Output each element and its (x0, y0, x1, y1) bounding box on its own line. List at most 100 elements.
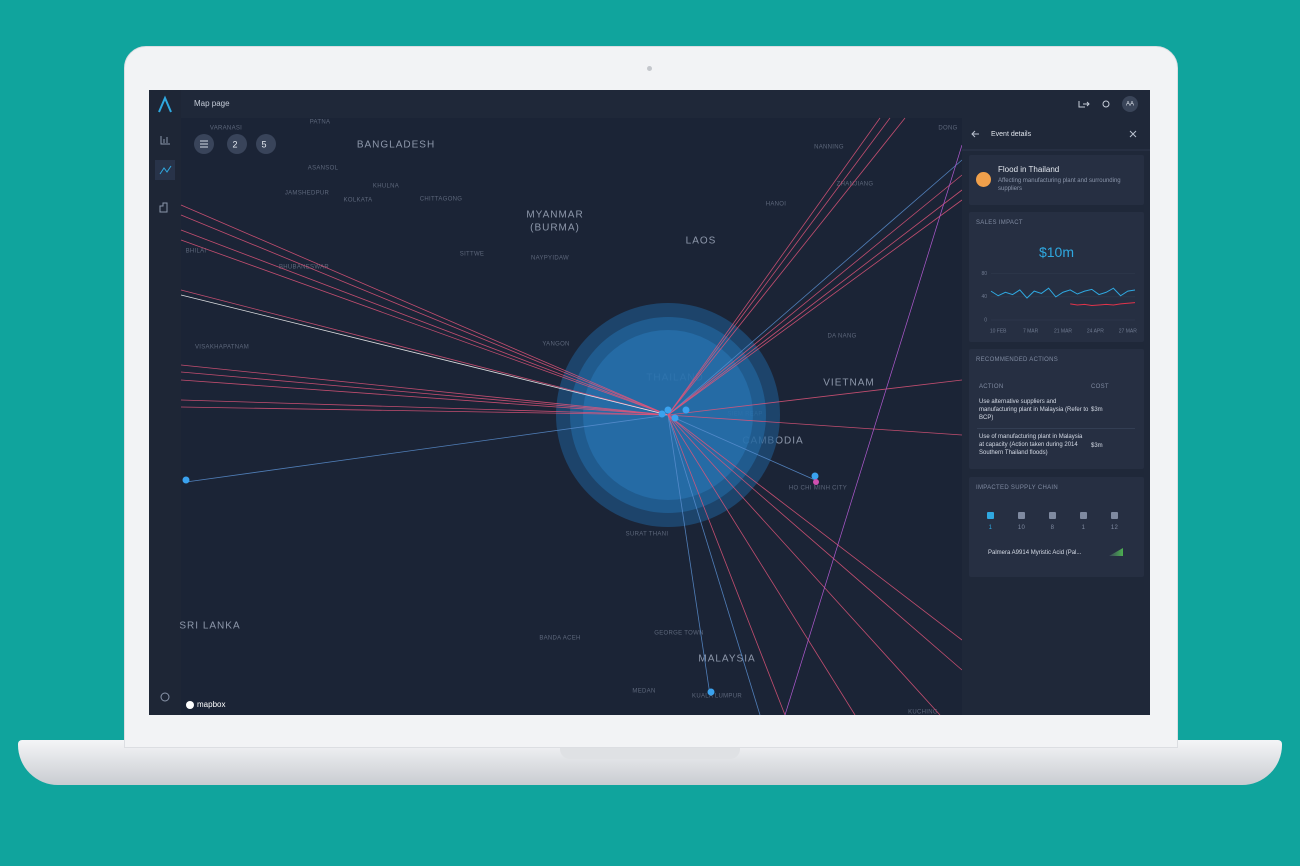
control[interactable] (256, 134, 276, 154)
supply-card: IMPACTED SUPPLY CHAIN 1 10 8 1 12 Palmera A9… (969, 477, 1144, 577)
actions-heading: RECOMMENDED ACTIONS (976, 357, 1059, 363)
control-count: 5 (261, 139, 266, 149)
supply-item[interactable]: Palmera A9914 Myristic Acid (Pal... (988, 550, 1082, 556)
camera (647, 66, 652, 71)
signal (1109, 548, 1123, 556)
control-icon (200, 140, 208, 148)
map-label: ASANSOL (308, 166, 339, 172)
sales-card: SALES IMPACT $10m 0 40 80 10 FEB 7 MAR 21 MAR… (969, 212, 1144, 342)
site (182, 476, 190, 484)
top-icons[interactable] (1078, 100, 1110, 108)
route (180, 294, 669, 416)
site (671, 414, 679, 422)
map-label: BANGLADESH (357, 140, 435, 151)
route (185, 414, 669, 483)
line-series (990, 287, 1136, 299)
avatar[interactable] (1122, 96, 1138, 112)
site (707, 688, 715, 696)
route (667, 117, 906, 416)
map-label: SURAT THANI (626, 532, 669, 538)
route (667, 414, 856, 715)
route (667, 414, 761, 715)
laptop-notch (560, 745, 740, 759)
supply-icon[interactable] (1049, 512, 1056, 519)
supply-icon[interactable] (1080, 512, 1087, 519)
route (784, 144, 963, 715)
route (667, 414, 786, 715)
route (667, 159, 963, 416)
sales-heading: SALES IMPACT (976, 220, 1023, 226)
action-cost: $3m (1091, 443, 1103, 449)
page-title: Map page (194, 99, 230, 108)
site (658, 410, 666, 418)
route (180, 371, 669, 416)
supply-icon[interactable] (1111, 512, 1118, 519)
x-tick-label: 24 APR (1087, 328, 1104, 334)
map-label: BHILAI (186, 249, 207, 255)
supply-icon[interactable] (987, 512, 994, 519)
map[interactable]: VARANASI PATNA BANGLADESH ASANSOL KHULNA JAMS… (179, 117, 963, 715)
map-label: VISAKHAPATNAM (195, 345, 249, 351)
route (180, 399, 669, 416)
x-tick-label: 7 MAR (1023, 328, 1039, 334)
supply-count: 1 (1081, 525, 1086, 531)
map-label: (BURMA) (530, 223, 580, 234)
x-tick-label: 10 FEB (990, 328, 1007, 334)
y-tick-label: 0 (984, 317, 987, 323)
route (667, 117, 891, 416)
site (682, 406, 690, 414)
y-tick-label: 40 (981, 294, 987, 300)
panel-title: Event details (991, 131, 1032, 138)
supply-count: 1 (988, 525, 993, 531)
route (180, 204, 669, 416)
logo (158, 95, 172, 113)
sales-chart: 0 40 80 10 FEB 7 MAR 21 MAR 24 APR 27 MAR (981, 271, 1137, 334)
map-label: NAYPYIDAW (531, 256, 569, 262)
actions-card: RECOMMENDED ACTIONS ACTION COST Use alte… (969, 349, 1144, 469)
map-label: VARANASI (210, 126, 242, 132)
event-name: Flood in Thailand (998, 165, 1060, 174)
attribution: mapbox (197, 700, 225, 709)
route (667, 199, 963, 416)
x-tick-label: 21 MAR (1054, 328, 1072, 334)
route (667, 414, 963, 671)
route (180, 364, 669, 416)
route (667, 414, 963, 641)
x-tick-label: 27 MAR (1119, 328, 1137, 334)
route (667, 414, 941, 715)
supply-heading: IMPACTED SUPPLY CHAIN (976, 485, 1058, 491)
mapbox-logo (186, 701, 194, 709)
map-label: BHUBANESWAR (279, 265, 329, 271)
map-label: PATNA (310, 120, 331, 126)
route (180, 379, 669, 416)
supply-count: 8 (1050, 525, 1055, 531)
site (811, 472, 819, 480)
action-text: Use of manufacturing plant in Malaysia a… (979, 434, 1083, 456)
map-label: DA NANG (827, 334, 856, 340)
map-label: MEDAN (632, 689, 655, 695)
event-card: Flood in Thailand Affecting manufacturin… (969, 155, 1144, 205)
line-series (1070, 302, 1136, 307)
map-label: SITTWE (460, 252, 484, 258)
sales-amount: $10m (1038, 244, 1075, 260)
map-label: HANOI (766, 202, 787, 208)
supply-count: 12 (1110, 525, 1119, 531)
map-label: LAOS (686, 236, 717, 247)
panel-controls[interactable] (971, 130, 1137, 138)
route (667, 414, 963, 436)
avatar-initials: AA (1126, 102, 1134, 108)
route (180, 289, 669, 416)
map-label: CHITTAGONG (420, 197, 463, 203)
supply-icon[interactable] (1018, 512, 1025, 519)
nav-icons (155, 136, 175, 702)
map-label: NANNING (814, 145, 844, 151)
supply-count: 10 (1017, 525, 1026, 531)
control[interactable] (227, 134, 247, 154)
y-tick-label: 80 (981, 271, 987, 277)
map-label: KHULNA (373, 184, 399, 190)
map-label: YANGON (542, 342, 569, 348)
map-label: KUCHING (908, 710, 938, 715)
map-label: MYANMAR (526, 210, 583, 221)
control-count: 2 (232, 139, 237, 149)
